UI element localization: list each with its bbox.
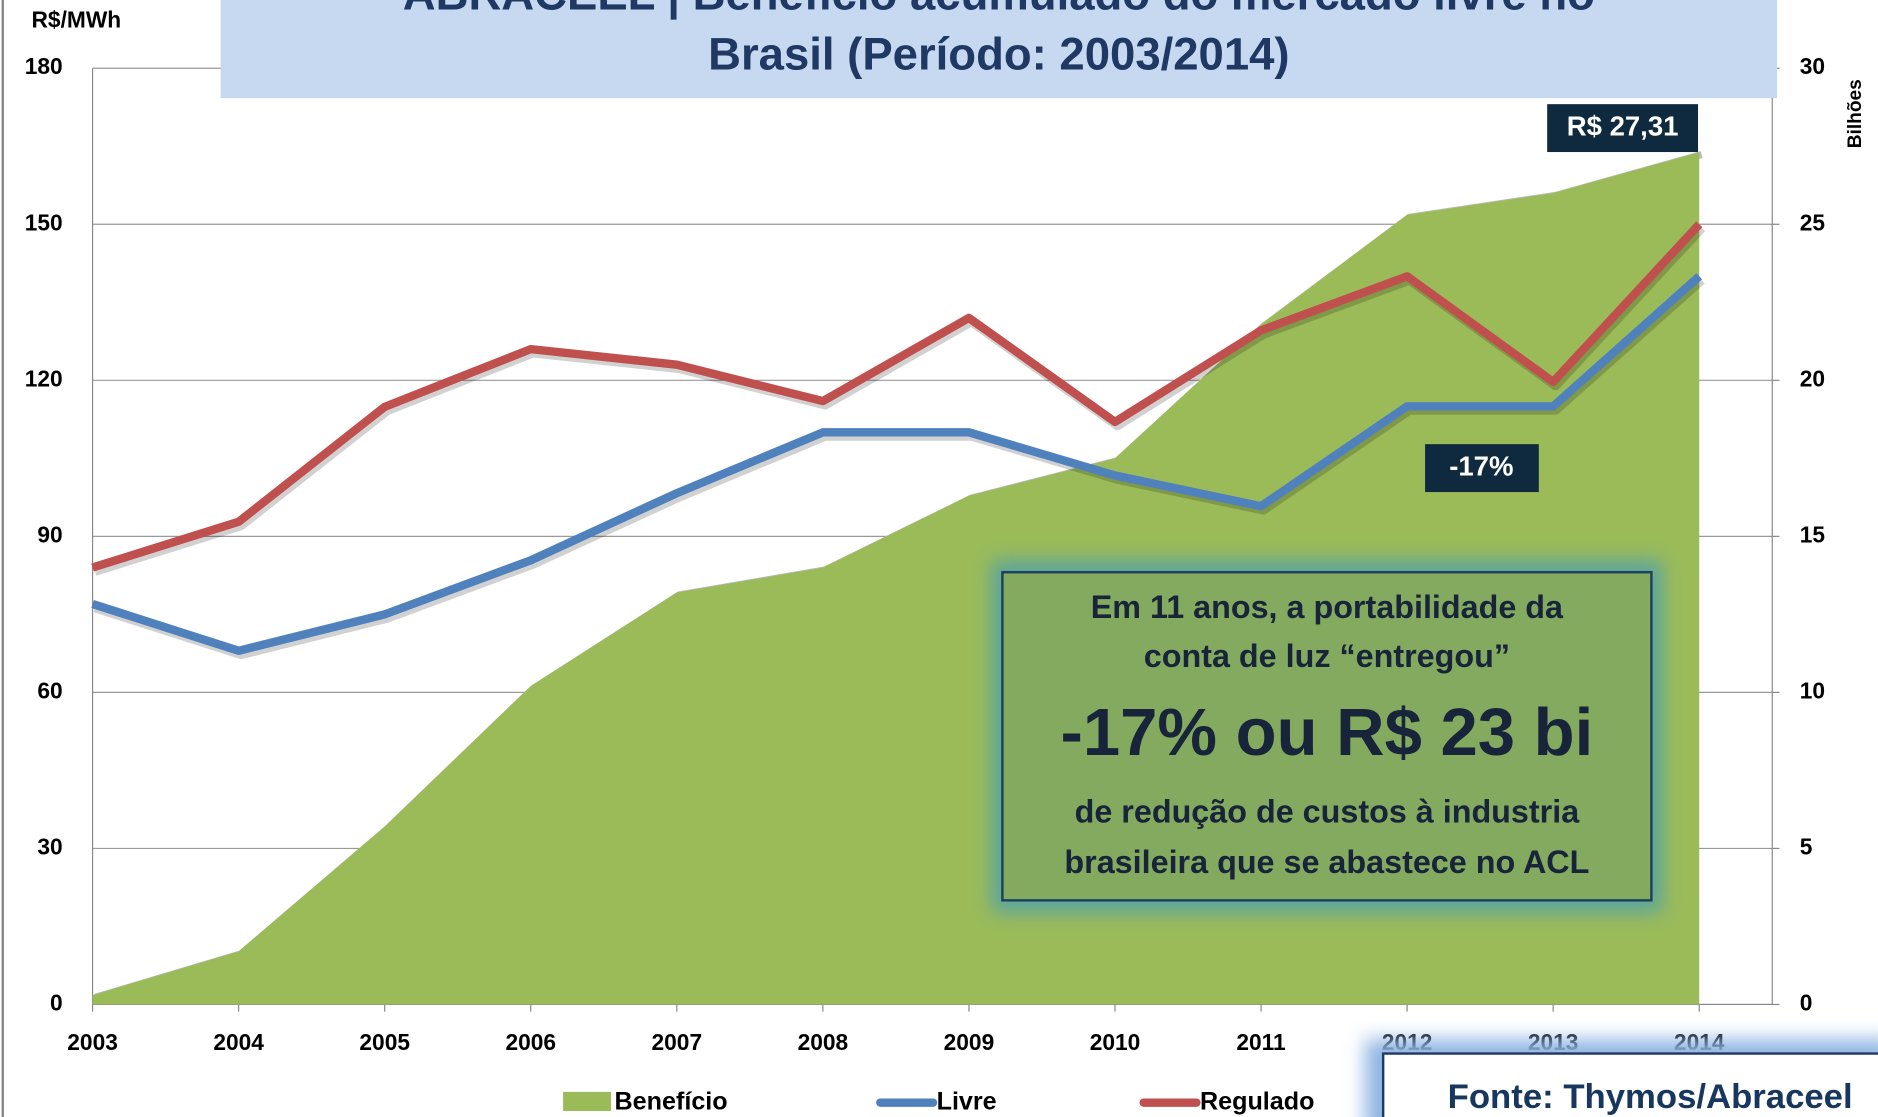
callout-inner	[1002, 572, 1652, 901]
annotation: R$ 27,31	[1567, 110, 1679, 141]
legend-label: Livre	[937, 1087, 997, 1115]
source-box	[1381, 1052, 1878, 1117]
y-tick-label: 30	[37, 833, 62, 859]
y-tick-label: 150	[25, 209, 63, 235]
x-tick-label: 2007	[652, 1029, 703, 1055]
title-box	[220, 0, 1778, 99]
callout-text: Em 11 anos, a portabilidade da	[1091, 589, 1564, 625]
y-tick-label: 120	[25, 365, 63, 391]
annotation-box	[1547, 104, 1699, 153]
callout-text: -17% ou R$ 23 bi	[1061, 695, 1594, 770]
y-tick-label: 60	[37, 677, 62, 703]
y2-axis-label: Bilhões	[1845, 79, 1866, 148]
y2-tick-label: 30	[1800, 53, 1825, 79]
x-tick-label: 2005	[359, 1029, 410, 1055]
annotation: -17%	[1449, 450, 1513, 481]
callout-text: brasileira que se abastece no ACL	[1064, 844, 1589, 880]
x-tick-label: 2008	[798, 1029, 849, 1055]
x-tick-label: 2010	[1090, 1029, 1141, 1055]
y-tick-label: 90	[37, 521, 62, 547]
y-tick-label: 0	[50, 989, 63, 1015]
y-axis-label: R$/MWh	[32, 7, 122, 33]
y2-tick-label: 20	[1800, 365, 1825, 391]
line	[91, 273, 1703, 655]
y2-tick-label: 5	[1800, 833, 1813, 859]
line	[91, 221, 1703, 572]
y2-tick-label: 25	[1800, 209, 1826, 235]
x-tick-label: 2004	[213, 1029, 264, 1055]
x-tick-label: 2011	[1236, 1029, 1286, 1055]
callout-box	[1001, 571, 1653, 902]
y2-tick-label: 10	[1800, 677, 1825, 703]
callout-text: conta de luz “entregou”	[1144, 638, 1510, 674]
source: Fonte: Thymos/Abraceel	[1448, 1078, 1853, 1116]
y2-tick-label: 0	[1800, 989, 1813, 1015]
x-tick-label: 2003	[67, 1029, 118, 1055]
annotation-box	[1425, 444, 1539, 493]
y2-tick-label: 15	[1800, 521, 1826, 547]
legend-label: Benefício	[615, 1087, 728, 1115]
legend-swatch	[563, 1091, 611, 1112]
callout-text: de redução de custos à industria	[1075, 794, 1581, 830]
x-tick-label: 2006	[505, 1029, 556, 1055]
x-tick-label: 2009	[944, 1029, 995, 1055]
chart-title: ABRACEEL | Benefício acumulado do mercad…	[403, 0, 1595, 79]
legend-label: Regulado	[1200, 1087, 1314, 1115]
y-tick-label: 180	[25, 53, 63, 79]
